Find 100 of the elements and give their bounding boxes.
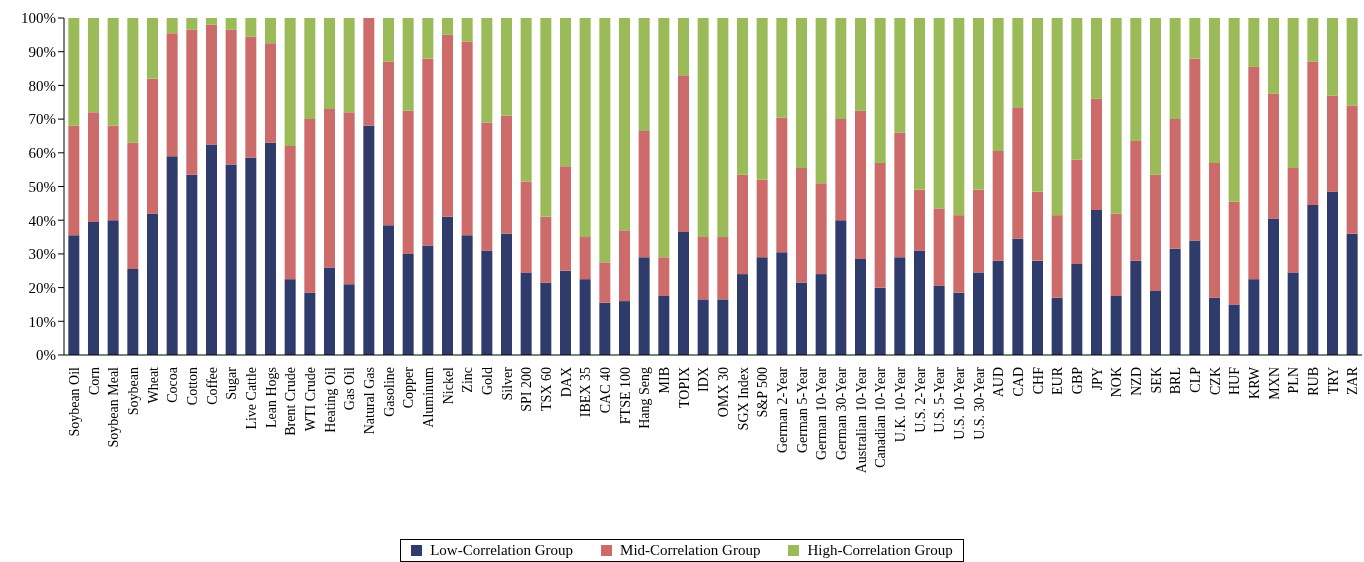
x-tick-label: CZK: [1207, 367, 1223, 395]
bar: [363, 18, 375, 126]
bar: [559, 166, 571, 271]
bar: [343, 18, 355, 113]
x-tick-label: CAD: [1010, 367, 1026, 397]
bar: [933, 208, 945, 286]
bar: [1031, 260, 1043, 355]
bar: [972, 18, 984, 190]
bar: [953, 18, 965, 216]
bar: [1110, 213, 1122, 297]
bar: [1248, 66, 1260, 280]
bar: [1130, 141, 1142, 261]
bar: [1051, 297, 1063, 355]
bar: [1130, 18, 1142, 142]
bar: [1326, 18, 1338, 96]
bar: [1287, 272, 1299, 355]
bar: [402, 253, 414, 355]
x-tick-label: IDX: [696, 367, 712, 392]
bar: [776, 252, 788, 355]
y-tick-label: 30%: [28, 246, 56, 263]
x-tick-label: Zinc: [460, 367, 476, 393]
x-tick-label: Gas Oil: [342, 366, 358, 411]
bar: [186, 29, 198, 175]
bar: [1090, 210, 1102, 355]
bar: [756, 179, 768, 258]
bar: [1071, 264, 1083, 355]
x-tick-label: CLP: [1187, 366, 1203, 393]
bar: [1051, 215, 1063, 298]
x-tick-label: Wheat: [145, 366, 161, 404]
x-tick-label: Silver: [499, 366, 515, 401]
bar: [913, 250, 925, 355]
bar: [205, 18, 217, 25]
bar: [1012, 107, 1024, 239]
bar: [1169, 18, 1181, 120]
bar: [1267, 218, 1279, 355]
bar: [1307, 205, 1319, 355]
bar: [441, 34, 453, 217]
bar: [1031, 18, 1043, 192]
bar: [874, 162, 886, 288]
bar: [304, 119, 316, 293]
bar: [776, 117, 788, 253]
bar: [323, 267, 335, 355]
bar: [1031, 191, 1043, 261]
bar: [933, 285, 945, 355]
bar: [1090, 18, 1102, 99]
bar: [1287, 167, 1299, 273]
bar: [913, 18, 925, 190]
x-tick-label: Australian 10-Year: [853, 366, 869, 474]
bar: [284, 18, 296, 147]
x-tick-label: CHF: [1030, 366, 1046, 395]
bar: [815, 274, 827, 355]
x-tick-label: IBEX 35: [578, 367, 594, 418]
bar: [205, 24, 217, 145]
bar: [540, 216, 552, 283]
bar: [1326, 191, 1338, 355]
x-tick-label: Cotton: [184, 367, 200, 406]
x-tick-label: RUB: [1305, 367, 1321, 396]
x-tick-label: Gold: [479, 367, 495, 395]
x-tick-label: NZD: [1128, 367, 1144, 396]
x-tick-label: MIB: [656, 367, 672, 394]
bar: [1248, 18, 1260, 67]
bar: [500, 18, 512, 116]
x-tick-label: U.S. 10-Year: [951, 366, 967, 440]
bar: [481, 18, 493, 123]
bar: [913, 189, 925, 251]
x-tick-label: U.S. 5-Year: [932, 366, 948, 433]
bar: [599, 302, 611, 355]
bar: [1346, 18, 1358, 106]
bar: [1326, 95, 1338, 192]
bar: [284, 146, 296, 280]
bar: [1208, 18, 1220, 163]
bar: [1149, 18, 1161, 175]
bar: [343, 284, 355, 355]
bar: [87, 112, 99, 222]
x-tick-label: U.S. 2-Year: [912, 366, 928, 433]
bar: [1169, 119, 1181, 249]
bar: [1208, 162, 1220, 298]
x-tick-label: Lean Hogs: [263, 367, 279, 429]
bar: [992, 260, 1004, 355]
bar: [520, 18, 532, 182]
bar: [225, 29, 237, 165]
bar: [717, 299, 729, 355]
x-tick-label: WTI Crude: [302, 367, 318, 432]
x-tick-label: Sugar: [224, 366, 240, 400]
x-tick-label: PLN: [1286, 367, 1302, 394]
bar: [461, 41, 473, 236]
bar: [1071, 18, 1083, 160]
bar: [127, 269, 139, 355]
bar: [540, 18, 552, 217]
bar: [795, 18, 807, 168]
bar: [441, 18, 453, 35]
bar: [461, 18, 473, 42]
x-tick-label: EUR: [1050, 366, 1066, 395]
bar: [146, 18, 158, 79]
bar: [402, 18, 414, 111]
bar: [1130, 260, 1142, 355]
bar: [343, 112, 355, 285]
bar: [402, 110, 414, 254]
x-tick-label: Hang Seng: [637, 367, 653, 429]
x-tick-label: U.K. 10-Year: [892, 366, 908, 443]
